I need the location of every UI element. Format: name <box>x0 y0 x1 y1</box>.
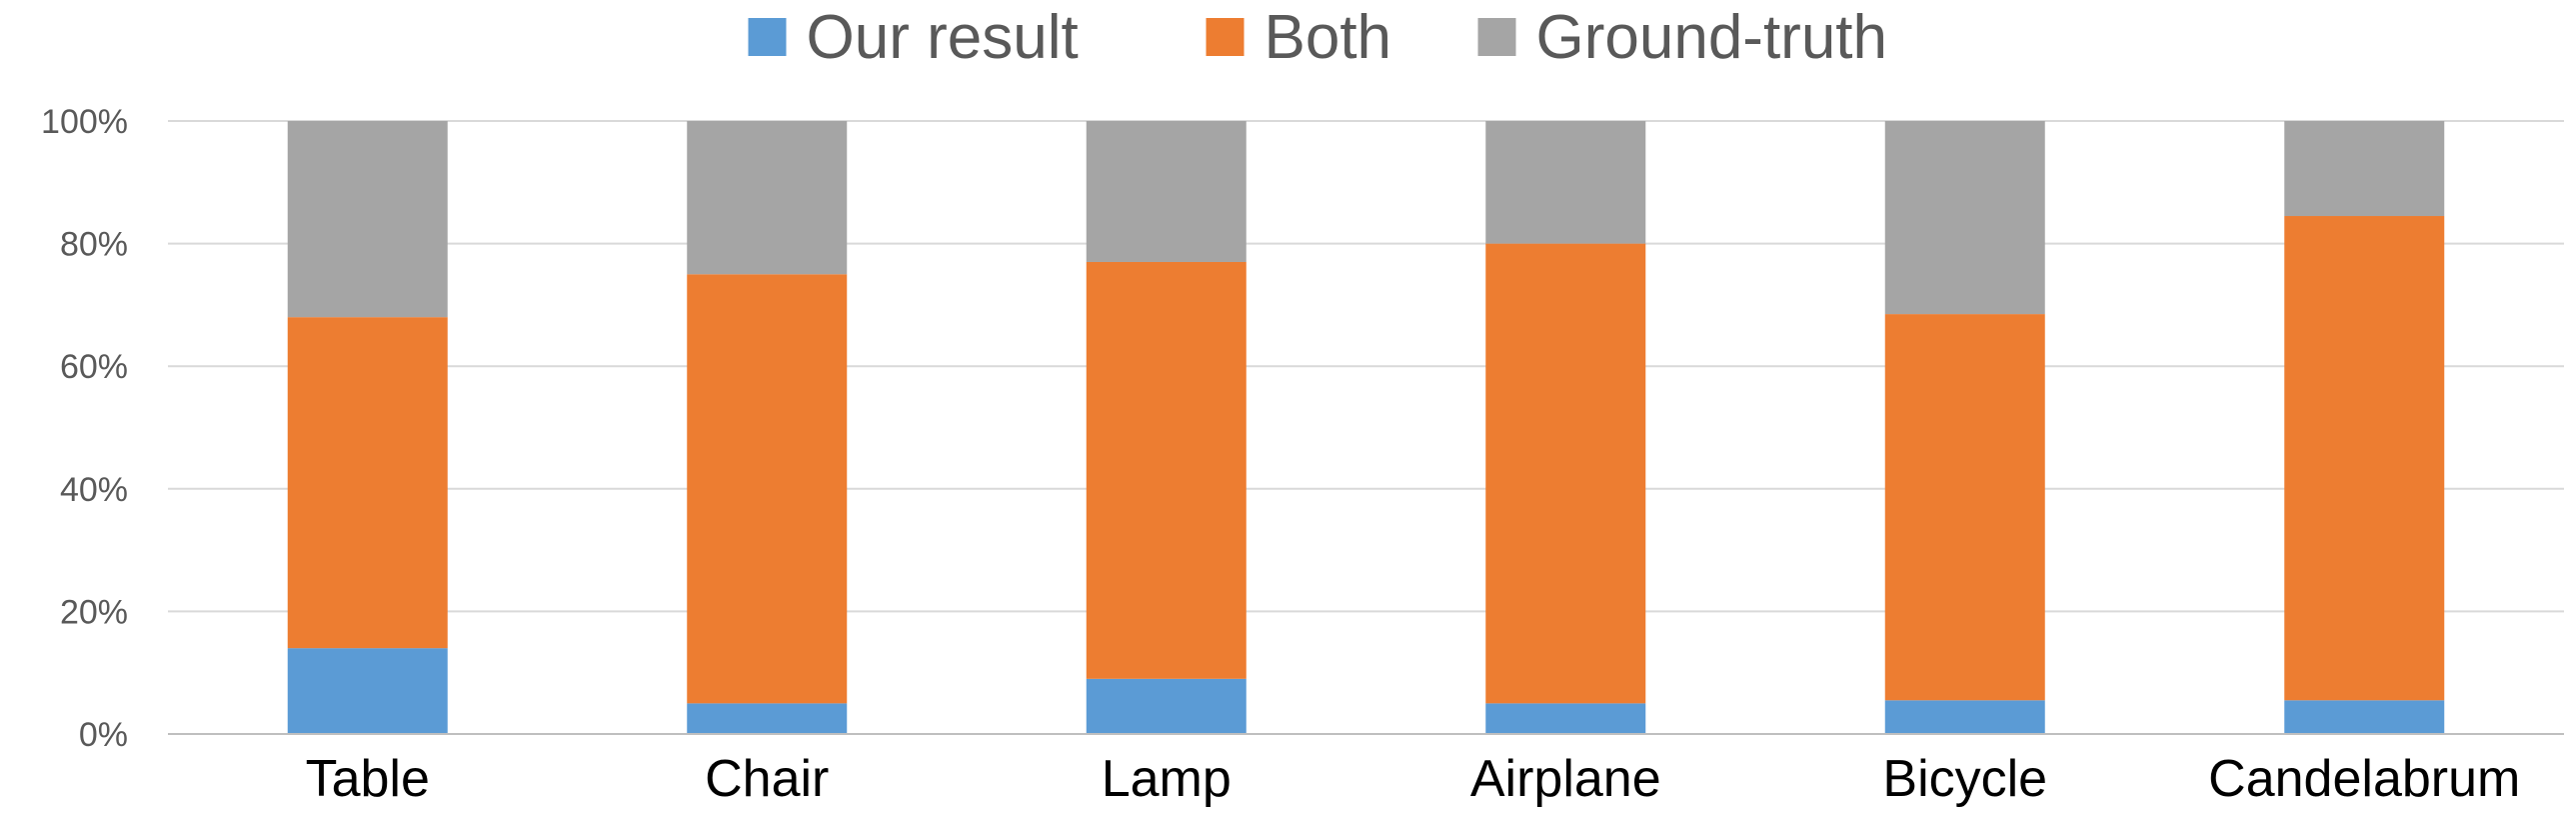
x-tick-label-candelabrum: Candelabrum <box>2208 750 2520 808</box>
y-tick-label: 60% <box>60 348 128 386</box>
y-tick-label: 0% <box>79 716 128 754</box>
x-tick-label-bicycle: Bicycle <box>1882 750 2047 808</box>
bar-bicycle-our-result <box>1884 700 2045 734</box>
y-tick-label: 20% <box>60 593 128 631</box>
gridlines <box>168 120 2564 613</box>
legend-swatch-ground-truth <box>1477 18 1516 56</box>
y-tick-label: 40% <box>60 471 128 509</box>
bar-candelabrum-our-result <box>2284 700 2445 734</box>
legend: Our result Both Ground-truth <box>748 3 1888 72</box>
bar-table-both <box>287 317 448 649</box>
x-tick-label-airplane: Airplane <box>1470 750 1661 808</box>
bar-candelabrum-both <box>2284 216 2445 701</box>
bar-candelabrum-ground-truth <box>2284 121 2445 217</box>
bar-chair-our-result <box>687 703 848 734</box>
x-tick-label-table: Table <box>306 750 430 808</box>
bar-lamp-both <box>1086 261 1247 679</box>
legend-label-both: Both <box>1265 3 1392 72</box>
bar-airplane-both <box>1485 243 1646 704</box>
y-tick-label: 80% <box>60 226 128 264</box>
bar-table-ground-truth <box>287 121 448 318</box>
x-axis: Table Chair Lamp Airplane Bicycle Candelabrum <box>168 733 2564 808</box>
y-axis: 0% 20% 40% 60% 80% 100% <box>41 103 128 754</box>
bar-bicycle-both <box>1884 314 2045 701</box>
bars <box>287 121 2445 734</box>
bar-lamp-ground-truth <box>1086 121 1247 262</box>
bar-lamp-our-result <box>1086 678 1247 734</box>
bar-table-our-result <box>287 648 448 734</box>
legend-swatch-our-result <box>748 18 787 56</box>
bar-chair-ground-truth <box>687 121 848 275</box>
bar-airplane-ground-truth <box>1485 121 1646 244</box>
x-tick-label-lamp: Lamp <box>1102 750 1232 808</box>
legend-label-ground-truth: Ground-truth <box>1536 3 1888 72</box>
legend-swatch-both <box>1206 18 1245 56</box>
x-tick-label-chair: Chair <box>705 750 829 808</box>
legend-label-our-result: Our result <box>807 3 1079 72</box>
bar-chair-both <box>687 274 848 704</box>
bar-airplane-our-result <box>1485 703 1646 734</box>
bar-bicycle-ground-truth <box>1884 121 2045 315</box>
y-tick-label: 100% <box>41 103 128 141</box>
